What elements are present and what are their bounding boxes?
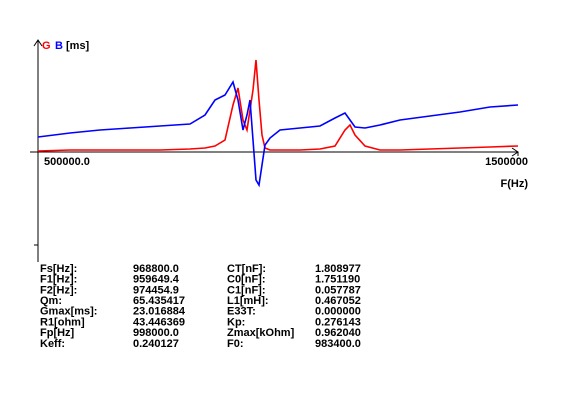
- param-label: Gmax[ms]:: [40, 306, 97, 318]
- param-label: C0[nF]:: [227, 274, 266, 286]
- param-value: 23.016884: [133, 306, 186, 318]
- series-line: [37, 80, 519, 188]
- param-label: F2[Hz]:: [40, 284, 77, 296]
- param-value: 974454.9: [133, 284, 179, 296]
- param-value: 959649.4: [133, 274, 180, 286]
- legend-g: G: [42, 40, 51, 52]
- param-label: E33T:: [227, 306, 256, 318]
- x-tick-label: 1500000: [485, 156, 528, 168]
- param-value: 0.057787: [315, 284, 361, 296]
- param-value: 0.467052: [315, 295, 361, 307]
- param-label: Fp[Hz]: [40, 327, 75, 339]
- param-value: 0.962040: [315, 327, 361, 339]
- param-value: 998000.0: [133, 327, 179, 339]
- param-value: 0.240127: [133, 338, 179, 350]
- param-value: 968800.0: [133, 263, 179, 275]
- param-label: Qm:: [40, 295, 62, 307]
- legend-b: B: [55, 40, 63, 52]
- param-label: CT[nF]:: [227, 263, 266, 275]
- param-value: 0.276143: [315, 316, 361, 328]
- y-label: [ms]: [66, 40, 90, 52]
- param-value: 65.435417: [133, 295, 185, 307]
- param-value: 0.000000: [315, 306, 361, 318]
- x-label: F(Hz): [501, 178, 529, 190]
- y-arrow: [33, 39, 43, 47]
- param-label: Fs[Hz]:: [40, 263, 77, 275]
- param-label: L1[mH]:: [227, 295, 269, 307]
- param-label: Kp:: [227, 316, 245, 328]
- param-label: F1[Hz]:: [40, 274, 77, 286]
- param-label: R1[ohm]: [40, 316, 85, 328]
- param-value: 983400.0: [315, 338, 361, 350]
- param-value: 43.446369: [133, 316, 185, 328]
- series-line: [37, 59, 519, 152]
- param-label: C1[nF]:: [227, 284, 266, 296]
- param-value: 1.808977: [315, 263, 361, 275]
- param-value: 1.751190: [315, 274, 360, 286]
- param-label: F0:: [227, 338, 244, 350]
- x-tick-label: 500000.0: [44, 156, 90, 168]
- param-label: Keff:: [40, 338, 65, 350]
- param-label: Zmax[kOhm]: [227, 327, 295, 339]
